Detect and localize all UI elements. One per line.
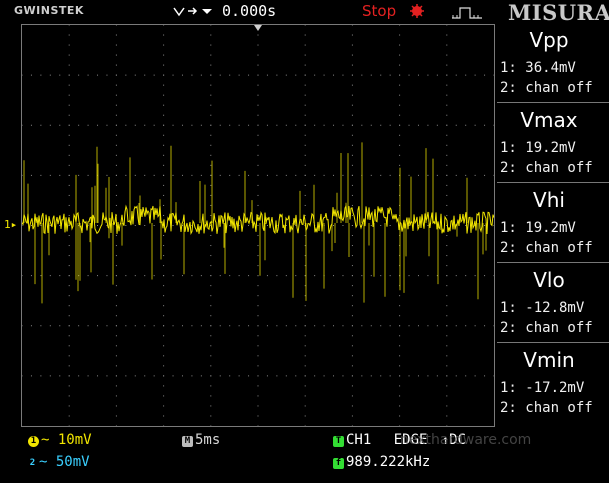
trigger-badge-icon: T (333, 436, 344, 447)
brand-logo: GWINSTEK (14, 4, 84, 17)
ch2-scale-readout[interactable]: 2 ~ 50mV (28, 454, 90, 470)
trigger-slope-icon: ↑ (441, 433, 450, 447)
measurement-vhi[interactable]: Vhi 1: 19.2mV 2: chan off (497, 184, 609, 263)
watermark: nexthardware.com (400, 432, 532, 448)
waveform-canvas (22, 25, 494, 426)
measurement-title: Vhi (533, 188, 565, 212)
measurement-ch1-value: 1: 19.2mV (500, 140, 576, 156)
ch1-ground-marker: 1▸ (4, 218, 18, 231)
ch2-badge-icon: 2 (29, 458, 36, 468)
trigger-readout[interactable]: T CH1 EDGE ↑DC (333, 432, 466, 448)
ch1-trace (22, 204, 494, 235)
measurement-ch1-value: 1: -17.2mV (500, 380, 585, 396)
trigger-edge-icon (452, 7, 482, 19)
ch1-spikes (23, 142, 487, 304)
measurement-panel: Vpp 1: 36.4mV 2: chan off Vmax 1: 19.2mV… (497, 24, 609, 427)
measurement-vpp[interactable]: Vpp 1: 36.4mV 2: chan off (497, 24, 609, 103)
measurement-ch2-value: 2: chan off (500, 240, 593, 256)
measurement-ch1-value: 1: 19.2mV (500, 220, 576, 236)
measurement-title: Vpp (529, 28, 569, 52)
frequency-value: 989.222kHz (346, 454, 431, 470)
trigger-source: CH1 (346, 432, 372, 448)
trigger-coupling: DC (449, 432, 466, 448)
measurement-ch2-value: 2: chan off (500, 160, 593, 176)
measurement-title: Vlo (533, 268, 565, 292)
acquisition-status: Stop (362, 2, 397, 20)
measurement-title: Vmin (523, 348, 575, 372)
top-status-bar: GWINSTEK 0.000s Stop MISURA (0, 0, 609, 25)
measurement-vlo[interactable]: Vlo 1: -12.8mV 2: chan off (497, 264, 609, 343)
measurement-ch1-value: 1: 36.4mV (500, 60, 576, 76)
panel-title: MISURA (508, 0, 609, 25)
trigger-time-readout: 0.000s (222, 2, 277, 20)
graticule (22, 25, 494, 426)
frequency-readout: f 989.222kHz (333, 454, 430, 470)
stop-icon (410, 4, 424, 18)
trigger-position-icon (173, 7, 212, 17)
measurement-ch2-value: 2: chan off (500, 80, 593, 96)
trigger-position-marker (254, 25, 262, 31)
measurement-vmin[interactable]: Vmin 1: -17.2mV 2: chan off (497, 344, 609, 423)
waveform-display (21, 24, 495, 427)
measurement-ch1-value: 1: -12.8mV (500, 300, 585, 316)
timebase-badge-icon: M (182, 436, 193, 447)
measurement-title: Vmax (520, 108, 578, 132)
ch2-scale-value: ~ 50mV (39, 454, 90, 470)
timebase-value: 5ms (195, 432, 221, 448)
trigger-type: EDGE (393, 432, 428, 448)
ch1-scale-readout[interactable]: 1 ~ 10mV (28, 432, 92, 448)
measurement-ch2-value: 2: chan off (500, 400, 593, 416)
measurement-vmax[interactable]: Vmax 1: 19.2mV 2: chan off (497, 104, 609, 183)
ch1-scale-value: ~ 10mV (41, 432, 92, 448)
measurement-ch2-value: 2: chan off (500, 320, 593, 336)
bottom-status-bar: 1 ~ 10mV 2 ~ 50mV M 5ms T CH1 EDGE ↑DC f 989.… (0, 428, 609, 483)
timebase-readout[interactable]: M 5ms (182, 432, 220, 448)
ch1-badge-icon: 1 (28, 436, 39, 447)
frequency-badge-icon: f (333, 458, 344, 469)
